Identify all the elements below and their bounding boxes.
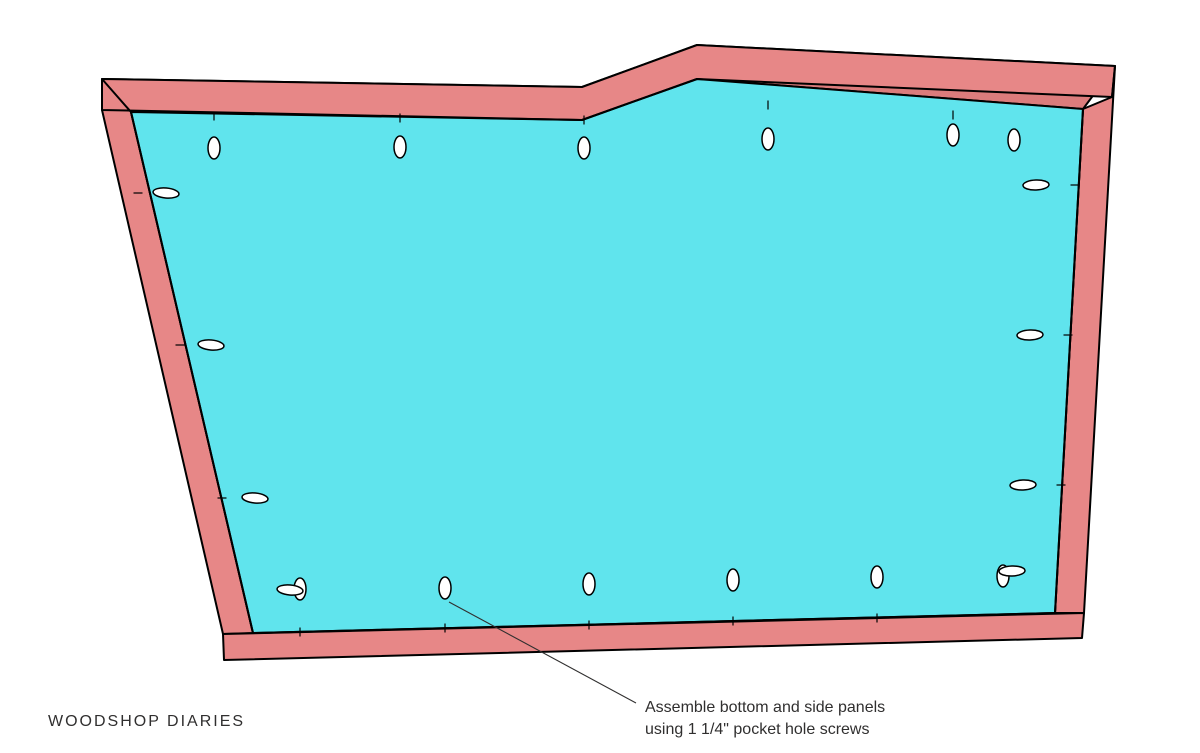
pocket-top-3 bbox=[762, 128, 774, 150]
callout-line2: using 1 1/4" pocket hole screws bbox=[645, 721, 869, 738]
pocket-right-1 bbox=[1017, 330, 1043, 341]
callout-line1: Assemble bottom and side panels bbox=[645, 699, 885, 716]
pocket-right-0 bbox=[1023, 180, 1049, 191]
pocket-bottom-1 bbox=[439, 577, 451, 599]
pocket-bottom-3 bbox=[727, 569, 739, 591]
pocket-right-2 bbox=[1010, 480, 1036, 491]
pocket-bottom-4 bbox=[871, 566, 883, 588]
assembly-diagram bbox=[0, 0, 1200, 753]
pocket-top-2 bbox=[578, 137, 590, 159]
callout-text: Assemble bottom and side panels using 1 … bbox=[645, 697, 885, 740]
pocket-top-4 bbox=[947, 124, 959, 146]
bottom-panel bbox=[131, 79, 1083, 633]
pocket-top-5 bbox=[1008, 129, 1020, 151]
pocket-top-0 bbox=[208, 137, 220, 159]
pocket-top-1 bbox=[394, 136, 406, 158]
pocket-right-3 bbox=[999, 566, 1025, 577]
pocket-bottom-2 bbox=[583, 573, 595, 595]
watermark-text: WOODSHOP DIARIES bbox=[48, 713, 245, 731]
